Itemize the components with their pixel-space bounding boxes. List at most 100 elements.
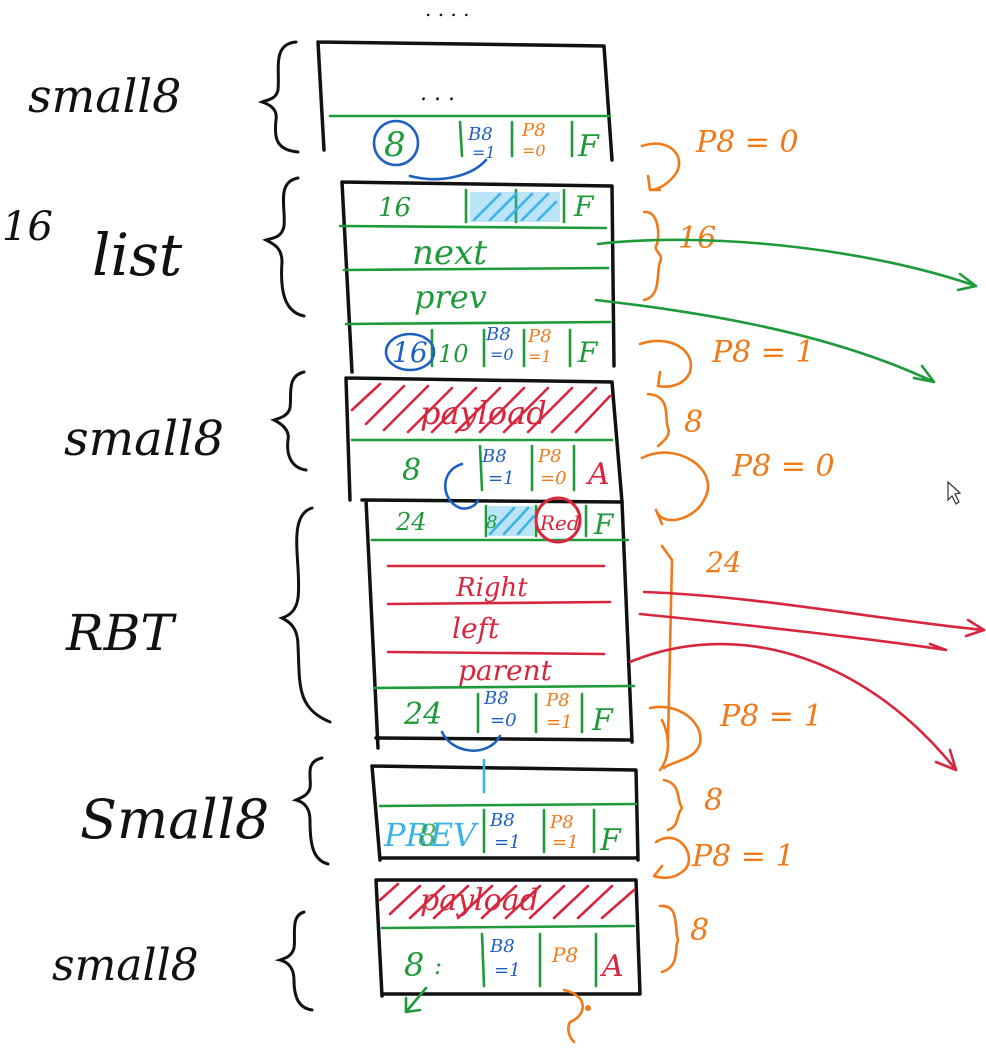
top-dots: . . . . — [425, 0, 470, 21]
green-lines — [328, 114, 638, 930]
block4-red-lines — [386, 564, 612, 656]
block5-outline — [370, 764, 640, 862]
hatch-payload-block6 — [378, 882, 636, 920]
block2-b8: B8 — [485, 324, 511, 345]
brace-small8-mid — [270, 370, 308, 472]
block3-blue-arrow — [444, 462, 480, 510]
block2-next: next — [412, 233, 487, 273]
block1-blue-arrow — [408, 158, 488, 181]
block6-orange-dot — [585, 1005, 591, 1011]
annot-p8-0-top: P8 = 0 — [695, 125, 799, 160]
block2-b8-val: =0 — [490, 345, 514, 364]
annot-p8-1-a: P8 = 1 — [711, 335, 815, 370]
block5-size: 8 — [418, 819, 437, 854]
brace-small8-top — [258, 40, 300, 154]
block6-size: 8 — [404, 946, 424, 984]
block6-outline — [374, 878, 642, 998]
cursor-icon — [947, 480, 962, 505]
block5-b8: B8 — [489, 810, 515, 831]
block4-red-tag: Red — [539, 511, 580, 535]
block1-outline — [316, 40, 614, 162]
block3-flag: A — [585, 457, 610, 492]
block3-b8: B8 — [481, 446, 507, 467]
block2-prev: prev — [414, 278, 487, 316]
annot-p8-1-b: P8 = 1 — [719, 699, 823, 734]
block2-p8: P8 — [527, 326, 552, 347]
label-list: list — [92, 221, 183, 289]
block3-b8-val: =1 — [488, 468, 515, 489]
block1-size: 8 — [384, 125, 406, 165]
block5-p8: P8 — [549, 812, 574, 833]
label-small8-top: small8 — [28, 69, 181, 123]
block2-footer-flag: F — [577, 336, 599, 369]
hatch-payload-block3 — [350, 382, 612, 434]
rbt-pointer-arrows — [628, 590, 986, 772]
green-dividers — [430, 120, 598, 988]
block1-flag: F — [577, 129, 600, 164]
block2-footer-extra: 10 — [438, 340, 469, 368]
block1-p8: P8 — [521, 120, 546, 141]
block2-p8-val: =1 — [528, 347, 552, 366]
brace-list — [262, 176, 306, 318]
block4-blue-arrow — [440, 730, 502, 752]
block4-outline — [360, 498, 634, 750]
annot-8-a: 8 — [684, 405, 703, 440]
block4-b8-val: =0 — [490, 710, 517, 731]
block6-flag: A — [599, 949, 624, 984]
annot-8-b: 8 — [704, 783, 723, 818]
annot-8-c: 8 — [690, 913, 709, 948]
block4-footer-size: 24 — [403, 697, 442, 732]
block4-p8: P8 — [545, 690, 570, 711]
block1-dots: . . . — [420, 81, 455, 106]
block3-size: 8 — [402, 453, 421, 488]
hatch-block4 — [488, 506, 536, 536]
block2-outline — [340, 180, 616, 374]
block6-p8: P8 — [551, 943, 578, 967]
block4-footer-flag: F — [591, 703, 614, 738]
block6-b8: B8 — [489, 936, 515, 957]
block4-b8: B8 — [483, 688, 509, 709]
block6-b8-val: =1 — [494, 960, 521, 981]
block4-left: left — [452, 612, 500, 645]
block3-p8: P8 — [537, 446, 562, 467]
list-pointer-arrows — [594, 238, 978, 384]
block5-b8-val: =1 — [494, 832, 521, 853]
block1-b8: B8 — [467, 124, 493, 145]
block4-red-circle — [534, 496, 582, 544]
brace-rbt — [278, 506, 332, 724]
block5-prev: PREV — [383, 816, 479, 854]
label-small8-bottom: small8 — [52, 940, 199, 991]
block3-outline — [344, 376, 624, 504]
block2-size: 16 — [378, 193, 411, 223]
block6-payload: payload — [420, 883, 539, 918]
block3-payload: payload — [420, 394, 547, 432]
brace-small8-lower — [291, 756, 330, 866]
block6-green-arrow — [404, 986, 428, 1014]
block4-size: 24 — [395, 508, 427, 536]
block5-flag: F — [599, 823, 622, 858]
annot-p8-1-c: P8 = 1 — [691, 839, 795, 874]
label-16: 16 — [2, 204, 53, 250]
block4-flag: F — [593, 508, 615, 541]
block4-parent: parent — [458, 654, 553, 687]
block4-p8-val: =1 — [546, 712, 573, 733]
block4-right: Right — [455, 573, 528, 603]
block1-p8-val: =0 — [522, 141, 546, 160]
block2-footer-circle — [384, 332, 436, 372]
block2-flag: F — [573, 190, 595, 223]
annot-16: 16 — [678, 221, 716, 256]
block5-p8-val: =1 — [552, 832, 579, 853]
block6-colon: : — [434, 952, 442, 980]
orange-arrows — [638, 142, 710, 974]
brace-small8-bottom — [274, 910, 314, 1012]
block4-small: 8 — [486, 512, 497, 533]
block6-orange-arrow — [562, 988, 584, 1044]
label-small8-mid: small8 — [64, 411, 224, 467]
label-small8-lower: Small8 — [80, 788, 269, 851]
block1-size-circle — [372, 119, 420, 167]
annot-24: 24 — [705, 546, 742, 579]
annot-p8-0-mid: P8 = 0 — [731, 449, 835, 484]
label-rbt: RBT — [65, 604, 177, 662]
block3-p8-val: =0 — [540, 468, 567, 489]
